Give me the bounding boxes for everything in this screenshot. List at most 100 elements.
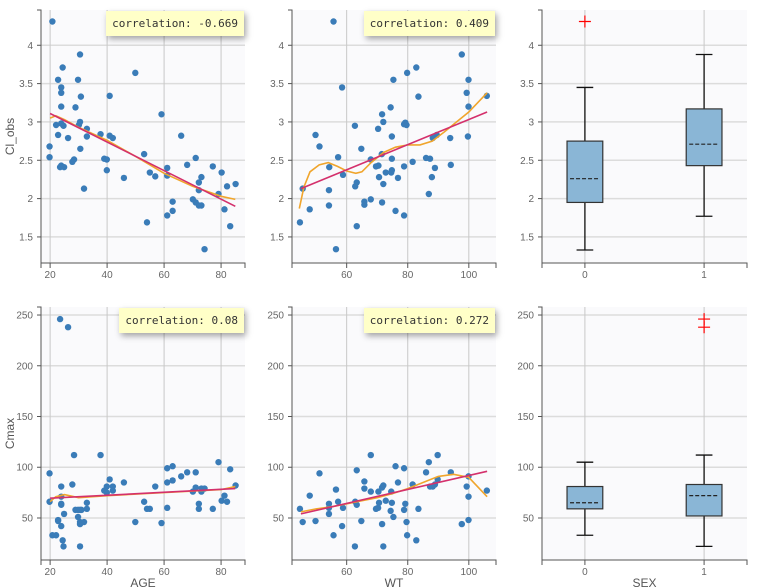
x-axis-label: AGE [130, 576, 155, 588]
data-point [83, 505, 91, 513]
y-tick-label: 200 [267, 361, 284, 372]
data-point [353, 501, 360, 508]
data-point [464, 133, 472, 140]
data-point [64, 323, 72, 331]
data-point [46, 154, 53, 161]
y-axis-label: Cl_obs [3, 118, 17, 155]
data-point [465, 493, 472, 500]
data-point [374, 125, 382, 133]
data-point [56, 315, 64, 323]
x-tick-label: 20 [45, 567, 57, 578]
y-tick-label: 3 [27, 117, 33, 128]
data-point [60, 122, 67, 129]
data-point [146, 505, 154, 513]
data-point [378, 111, 386, 118]
x-tick-label: 1 [701, 270, 707, 281]
data-point [218, 169, 225, 176]
data-point [76, 543, 84, 550]
x-tick-label: 60 [341, 270, 353, 281]
data-point [415, 505, 422, 513]
data-point [177, 473, 185, 480]
data-point [232, 482, 239, 489]
data-point [353, 179, 360, 186]
data-point [60, 163, 68, 171]
data-point [64, 134, 72, 142]
x-tick-label: 80 [402, 567, 414, 578]
data-point [60, 543, 67, 550]
outlier-marker [578, 15, 591, 28]
data-point [109, 487, 116, 494]
y-tick-label: 4 [528, 41, 534, 52]
plot-background [41, 307, 245, 560]
data-point [330, 532, 337, 539]
box-iqr [685, 108, 723, 167]
data-point [58, 501, 65, 508]
data-point [221, 206, 228, 213]
panel-sex_cmax: 50 100 150 200 250 0 1 SEX [517, 306, 748, 588]
data-point [103, 167, 111, 174]
data-point [80, 518, 88, 526]
data-point [394, 174, 402, 182]
data-point [463, 89, 470, 97]
linear-fit-line [50, 487, 236, 499]
data-point [46, 143, 53, 150]
data-point [380, 482, 387, 489]
data-point [422, 469, 430, 476]
data-point [325, 510, 333, 518]
y-tick-label: 3.5 [19, 79, 33, 90]
x-tick-label: 0 [582, 567, 588, 578]
x-axis-label: WT [385, 576, 404, 588]
data-point [76, 118, 84, 126]
data-point [97, 451, 104, 459]
data-point [198, 202, 205, 209]
y-tick-label: 200 [517, 361, 534, 372]
outlier-marker [698, 321, 711, 334]
data-point [400, 163, 408, 170]
data-point [106, 92, 113, 100]
data-point [183, 469, 191, 476]
data-point [201, 246, 208, 253]
data-point [332, 246, 340, 253]
y-tick-label: 50 [523, 513, 535, 524]
data-point [388, 499, 396, 506]
data-point [390, 76, 397, 83]
data-point [339, 171, 347, 179]
data-point [353, 467, 360, 474]
data-point [209, 505, 217, 513]
data-point [158, 111, 165, 118]
plot-background [542, 307, 747, 560]
data-point [296, 505, 304, 513]
data-point [428, 173, 436, 181]
data-point [103, 483, 111, 490]
x-tick-label: 1 [701, 567, 707, 578]
data-point [299, 518, 306, 526]
data-point [325, 202, 333, 209]
data-point [58, 522, 65, 530]
y-tick-label: 250 [16, 311, 33, 322]
data-point [83, 133, 91, 140]
box-iqr [685, 483, 723, 517]
data-point [169, 477, 176, 484]
loess-curve [298, 92, 488, 209]
y-tick-label: 4 [27, 41, 33, 52]
data-point [70, 451, 78, 459]
data-point [403, 69, 411, 77]
data-point [164, 479, 171, 486]
data-point [54, 517, 62, 525]
data-point [169, 198, 176, 205]
data-point [326, 163, 333, 171]
data-point [103, 489, 111, 496]
y-tick-label: 2 [278, 194, 284, 205]
data-point [106, 476, 113, 483]
data-point [312, 517, 319, 525]
data-point [382, 169, 389, 176]
data-point [351, 543, 359, 550]
data-point [382, 497, 389, 504]
data-point [388, 155, 396, 162]
data-point [158, 519, 165, 527]
data-point [58, 89, 65, 97]
box-iqr [566, 485, 604, 510]
data-point [58, 84, 65, 91]
data-point [483, 487, 491, 494]
data-point [192, 484, 199, 491]
